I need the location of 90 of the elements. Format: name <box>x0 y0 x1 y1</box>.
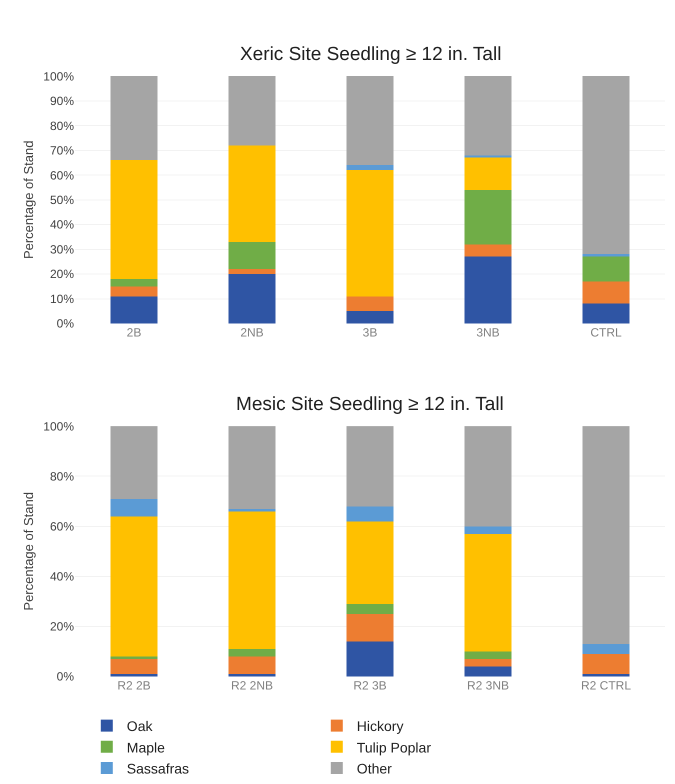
y-tick-label: 10% <box>50 292 74 306</box>
bar <box>582 281 630 304</box>
bar <box>464 526 512 534</box>
bar <box>582 644 630 654</box>
y-tick-label: 50% <box>50 192 74 207</box>
legend-label: Other <box>356 760 392 776</box>
bar <box>582 76 630 254</box>
bar <box>110 498 158 516</box>
y-tick-label: 30% <box>50 242 74 256</box>
bar <box>110 160 158 279</box>
bar <box>464 666 512 677</box>
bar <box>228 511 276 649</box>
bar <box>582 256 630 282</box>
y-tick-label: 40% <box>50 218 74 232</box>
x-tick-label: R2 3NB <box>466 678 510 693</box>
bar <box>346 506 394 522</box>
y-tick-label: 80% <box>50 469 74 484</box>
y-tick-label: 60% <box>50 168 74 182</box>
bar <box>110 426 158 499</box>
bar <box>228 674 276 677</box>
bar <box>464 426 512 526</box>
bar <box>346 614 394 642</box>
bar <box>228 648 276 656</box>
bar <box>464 244 512 257</box>
bar <box>464 256 512 324</box>
legend-label: Oak <box>126 718 154 734</box>
y-axis-title: Percentage of Stand <box>21 492 36 611</box>
y-tick-label: 100% <box>43 419 74 434</box>
bar <box>110 516 158 656</box>
bar <box>582 304 630 324</box>
bar <box>346 521 394 604</box>
bar <box>110 658 158 674</box>
bar <box>228 145 276 242</box>
bar <box>464 158 512 190</box>
x-tick-label: R2 2NB <box>230 678 274 693</box>
x-tick-label: R2 CTRL <box>580 678 632 693</box>
bar <box>110 674 158 677</box>
chart-title: Xeric Site Seedling ≥ 12 in. Tall <box>240 44 502 65</box>
bar <box>228 426 276 509</box>
bar <box>346 641 394 677</box>
bar <box>464 651 512 659</box>
y-tick-label: 90% <box>50 94 74 108</box>
bar <box>582 654 630 674</box>
bar <box>464 534 512 652</box>
x-tick-label: 2NB <box>240 326 264 340</box>
y-tick-label: 0% <box>56 670 74 684</box>
bar <box>228 76 276 146</box>
bar <box>464 190 512 244</box>
y-tick-label: 70% <box>50 144 74 158</box>
legend-label: Hickory <box>356 718 404 734</box>
bar <box>228 508 276 512</box>
legend-label: Sassafras <box>126 760 190 776</box>
y-tick-label: 0% <box>56 316 74 331</box>
x-tick-label: 3NB <box>476 326 500 340</box>
bar <box>228 656 276 674</box>
bar <box>346 76 394 166</box>
x-tick-label: 3B <box>362 326 378 340</box>
bar <box>346 311 394 324</box>
y-tick-label: 100% <box>43 69 74 84</box>
bar <box>346 426 394 506</box>
bar <box>228 242 276 270</box>
legend-label: Maple <box>126 739 166 756</box>
y-tick-label: 40% <box>50 570 74 584</box>
y-tick-label: 80% <box>50 118 74 133</box>
legend-label: Tulip Poplar <box>356 739 432 756</box>
x-tick-label: CTRL <box>590 326 622 340</box>
bar <box>346 604 394 614</box>
bar <box>228 269 276 274</box>
bar <box>346 170 394 296</box>
y-tick-label: 60% <box>50 520 74 534</box>
bar <box>110 278 158 286</box>
chart-title: Mesic Site Seedling ≥ 12 in. Tall <box>236 394 504 415</box>
y-tick-label: 20% <box>50 267 74 282</box>
bar <box>346 296 394 312</box>
bar <box>110 286 158 296</box>
bar <box>228 274 276 324</box>
y-axis-title: Percentage of Stand <box>21 140 36 260</box>
x-tick-label: R2 2B <box>117 678 151 693</box>
bar <box>346 165 394 170</box>
bar <box>110 656 158 659</box>
bar <box>464 658 512 666</box>
bar <box>582 426 630 644</box>
x-tick-label: 2B <box>126 326 142 340</box>
x-tick-label: R2 3B <box>353 678 387 693</box>
bar <box>582 254 630 257</box>
bar <box>110 76 158 160</box>
bar <box>464 76 512 156</box>
y-tick-label: 20% <box>50 620 74 634</box>
bar <box>110 296 158 324</box>
bar <box>582 674 630 677</box>
